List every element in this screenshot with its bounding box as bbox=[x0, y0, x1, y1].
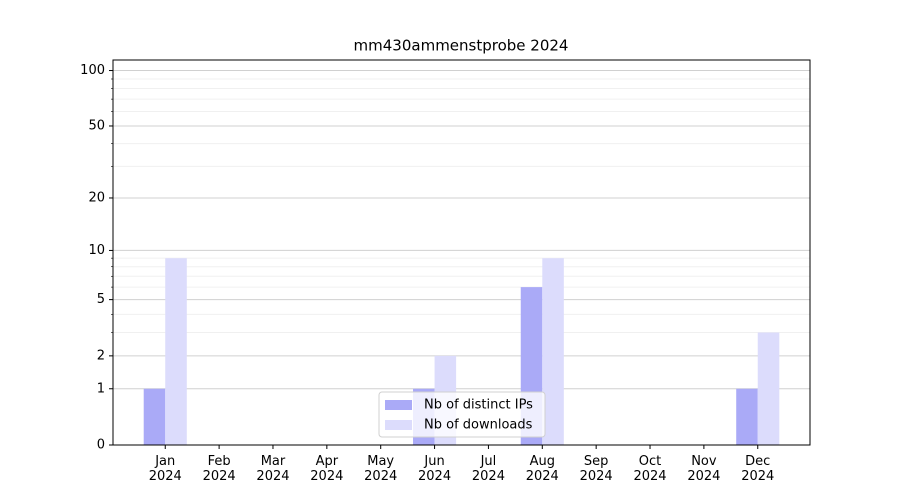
legend: Nb of distinct IPs Nb of downloads bbox=[378, 391, 546, 438]
x-tick-label: Jun 2024 bbox=[418, 454, 452, 484]
x-tick-label: Jan 2024 bbox=[148, 454, 182, 484]
bar bbox=[736, 388, 758, 445]
legend-swatch bbox=[385, 400, 412, 410]
x-tick-label: May 2024 bbox=[364, 454, 398, 484]
x-tick-label: Oct 2024 bbox=[633, 454, 667, 484]
plot-frame bbox=[112, 59, 811, 446]
y-tick-label: 1 bbox=[97, 381, 105, 396]
x-tick-label: Feb 2024 bbox=[202, 454, 236, 484]
legend-swatch bbox=[385, 420, 412, 430]
y-tick-label: 20 bbox=[88, 190, 105, 205]
x-tick-label: Dec 2024 bbox=[741, 454, 775, 484]
x-tick-label: Sep 2024 bbox=[579, 454, 613, 484]
x-tick-label: Nov 2024 bbox=[687, 454, 721, 484]
chart-title: mm430ammenstprobe 2024 bbox=[354, 37, 569, 55]
y-tick-label: 100 bbox=[80, 63, 105, 78]
x-tick-label: Aug 2024 bbox=[525, 454, 559, 484]
bar bbox=[165, 258, 187, 445]
y-tick-label: 5 bbox=[97, 292, 105, 307]
y-tick-label: 2 bbox=[97, 348, 105, 363]
bar bbox=[143, 388, 166, 445]
y-tick-label: 50 bbox=[88, 118, 105, 133]
x-tick-label: Mar 2024 bbox=[256, 454, 290, 484]
bar bbox=[542, 258, 564, 445]
y-tick-label: 0 bbox=[97, 438, 105, 453]
x-tick-label: Jul 2024 bbox=[471, 454, 505, 484]
legend-frame bbox=[378, 391, 546, 438]
bar bbox=[757, 332, 780, 445]
x-tick-label: Apr 2024 bbox=[310, 454, 344, 484]
legend-label: Nb of distinct IPs bbox=[424, 398, 533, 413]
legend-label: Nb of downloads bbox=[424, 418, 533, 433]
y-tick-label: 10 bbox=[88, 243, 105, 258]
